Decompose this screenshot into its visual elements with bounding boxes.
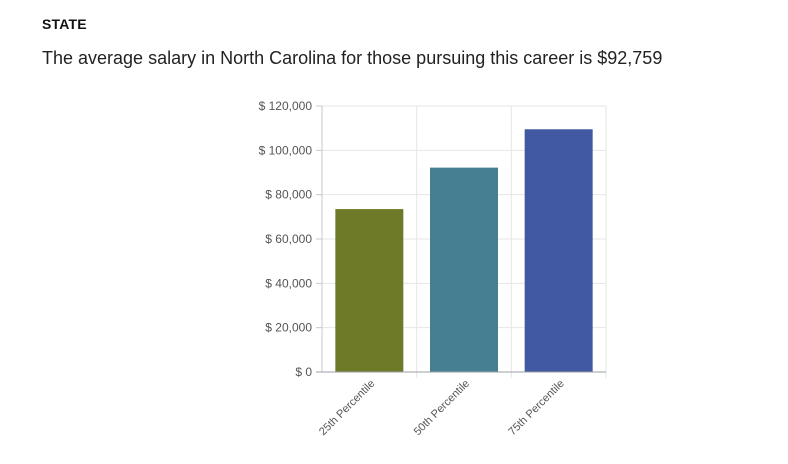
x-category-label: 50th Percentile [412,378,472,438]
chart-bars [335,129,593,372]
bar-1 [335,209,404,372]
x-category-label: 25th Percentile [317,378,377,438]
bar-2 [430,167,498,372]
x-category-label: 75th Percentile [506,378,566,438]
y-tick-label: $ 40,000 [265,276,312,290]
y-tick-label: $ 20,000 [265,321,312,335]
y-tick-label: $ 80,000 [265,188,312,202]
y-tick-label: $ 120,000 [259,99,313,113]
salary-summary: The average salary in North Carolina for… [42,48,663,68]
bar-3 [524,129,593,372]
y-tick-label: $ 0 [295,365,312,379]
section-heading: STATE [42,16,87,32]
y-tick-label: $ 60,000 [265,232,312,246]
chart-axes [316,105,606,373]
y-tick-label: $ 100,000 [259,143,313,157]
